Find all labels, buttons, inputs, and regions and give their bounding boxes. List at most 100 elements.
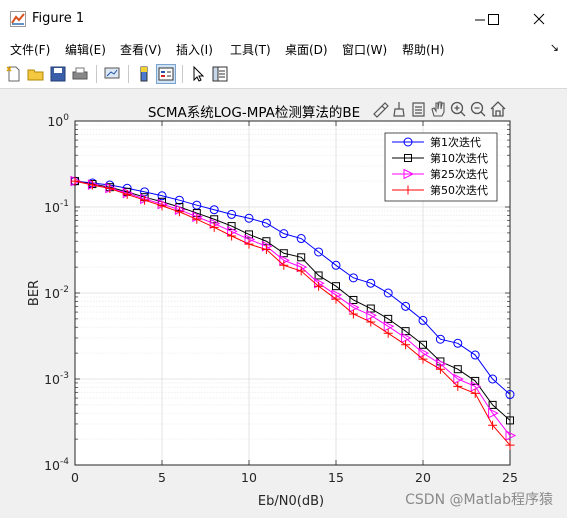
data-point — [453, 365, 462, 374]
data-point — [453, 338, 463, 348]
menu-view[interactable]: 查看(V) — [120, 43, 162, 57]
print-icon — [72, 67, 88, 80]
minimize-icon — [475, 19, 485, 21]
property-inspector-icon — [212, 66, 228, 82]
matlab-app-icon — [10, 11, 26, 27]
x-tick-label: 20 — [415, 470, 431, 485]
save-axes-button[interactable] — [412, 102, 425, 117]
data-point — [157, 201, 167, 211]
zoom-out-icon — [470, 101, 486, 117]
pan-icon — [431, 101, 445, 117]
home-button[interactable] — [490, 101, 506, 117]
series-line — [74, 180, 511, 446]
close-button[interactable] — [522, 6, 556, 32]
data-point — [383, 328, 393, 338]
data-point — [505, 440, 515, 450]
x-tick-labels: 0 5 10 15 20 25 — [71, 470, 518, 485]
legend-label: 第50次迭代 — [430, 183, 488, 197]
menu-bar: 文件(F) 编辑(E) 查看(V) 插入(I) 工具(T) 桌面(D) 窗口(W… — [0, 38, 567, 60]
data-point — [383, 288, 393, 298]
ber-chart[interactable]: 0 5 10 15 20 25 100 10-1 10-2 10-3 10-4 SCMA系统LOG… — [0, 89, 567, 515]
y-tick-label: 10-2 — [44, 285, 69, 301]
data-point — [470, 381, 482, 392]
data-point — [348, 273, 358, 283]
window-titlebar: Figure 1 — [0, 0, 567, 38]
legend-entry: 第10次迭代 — [392, 151, 488, 165]
new-figure-button[interactable] — [4, 64, 24, 84]
x-axis-label: Eb/N0(dB) — [258, 494, 324, 509]
data-point — [332, 282, 340, 291]
data-point — [314, 247, 324, 257]
menu-edit[interactable]: 编辑(E) — [65, 43, 106, 57]
legend-entry: 第50次迭代 — [392, 183, 488, 197]
data-point — [244, 213, 254, 223]
legend-entry: 第1次迭代 — [392, 135, 481, 149]
figure-canvas: 0 5 10 15 20 25 100 10-1 10-2 10-3 10-4 SCMA系统LOG… — [0, 89, 567, 515]
data-point — [314, 271, 323, 280]
data-point — [87, 180, 97, 190]
maximize-icon — [488, 14, 499, 25]
data-point — [174, 207, 184, 217]
pointer-button[interactable] — [188, 64, 208, 84]
chart-title: SCMA系统LOG-MPA检测算法的BE — [148, 105, 360, 121]
zoom-in-button[interactable] — [450, 101, 466, 117]
data-point — [331, 294, 341, 304]
y-tick-labels: 100 10-1 10-2 10-3 10-4 — [44, 113, 69, 473]
data-point — [435, 334, 445, 344]
data-point — [488, 374, 498, 384]
data-point — [401, 327, 410, 336]
data-point — [384, 314, 393, 323]
maximize-button[interactable] — [476, 6, 510, 32]
x-tick-label: 0 — [71, 470, 79, 485]
legend-button[interactable] — [156, 64, 176, 84]
data-point — [470, 350, 480, 360]
toolbar-separator — [128, 65, 129, 83]
data-point — [488, 407, 499, 419]
menu-window[interactable]: 窗口(W) — [342, 43, 388, 57]
zoom-out-button[interactable] — [470, 101, 486, 117]
link-plot-button[interactable] — [102, 64, 122, 84]
data-point — [279, 249, 288, 258]
data-point — [227, 231, 237, 241]
menu-desktop[interactable]: 桌面(D) — [285, 43, 328, 57]
colorbar-button[interactable] — [134, 64, 154, 84]
datatip-button[interactable] — [393, 102, 405, 117]
data-point — [174, 195, 184, 205]
data-point — [505, 430, 517, 441]
legend-label: 第25次迭代 — [430, 167, 488, 181]
data-point — [314, 281, 324, 291]
menu-help[interactable]: 帮助(H) — [402, 43, 445, 57]
colorbar-icon — [140, 66, 148, 82]
brush-button[interactable] — [373, 102, 389, 118]
property-inspector-button[interactable] — [210, 64, 230, 84]
data-point — [209, 222, 219, 232]
data-point — [453, 373, 464, 385]
data-point — [488, 400, 497, 409]
data-point — [349, 295, 358, 304]
data-point — [418, 354, 428, 364]
menu-insert[interactable]: 插入(I) — [176, 43, 213, 57]
menu-file[interactable]: 文件(F) — [10, 43, 51, 57]
pan-button[interactable] — [431, 101, 445, 117]
new-figure-icon — [6, 66, 20, 82]
print-button[interactable] — [70, 64, 90, 84]
data-point — [401, 301, 411, 311]
figure-toolbar — [0, 60, 567, 89]
datatip-icon — [393, 102, 405, 117]
data-point — [245, 230, 253, 239]
save-button[interactable] — [48, 64, 68, 84]
minimize-button[interactable] — [463, 6, 497, 32]
open-file-button[interactable] — [26, 64, 46, 84]
close-icon — [533, 13, 545, 25]
data-point — [140, 195, 150, 205]
y-tick-label: 10-4 — [44, 457, 69, 473]
data-point — [70, 176, 80, 186]
window-title: Figure 1 — [32, 11, 85, 26]
data-point — [348, 309, 358, 319]
data-point — [244, 239, 254, 249]
tick-marks — [74, 120, 511, 466]
menu-tools[interactable]: 工具(T) — [230, 43, 271, 57]
menu-overflow-icon[interactable]: ↘ — [549, 41, 559, 54]
data-point — [297, 253, 306, 262]
